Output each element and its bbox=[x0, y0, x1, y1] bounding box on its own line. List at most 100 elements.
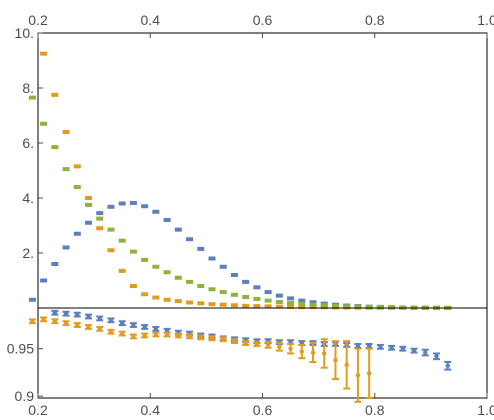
data-point bbox=[174, 227, 182, 232]
bottom-x-tick-label: 0.8 bbox=[365, 402, 385, 418]
top-series-2 bbox=[28, 95, 452, 310]
data-point bbox=[275, 299, 283, 304]
bottom-y-axis: 0.9 0.95 bbox=[7, 341, 43, 404]
bottom-x-tick-label: 0.4 bbox=[141, 402, 161, 418]
top-x-tick-label: 0.6 bbox=[253, 12, 273, 28]
data-point bbox=[187, 334, 192, 339]
data-point bbox=[434, 354, 439, 359]
data-point bbox=[254, 341, 260, 347]
data-point bbox=[186, 237, 194, 242]
data-point bbox=[366, 343, 372, 349]
top-y-tick-label: 2. bbox=[22, 245, 34, 261]
data-point bbox=[96, 211, 104, 216]
data-point bbox=[107, 248, 115, 253]
data-point bbox=[376, 305, 384, 310]
data-point bbox=[163, 270, 171, 275]
data-point bbox=[232, 338, 237, 344]
data-point bbox=[40, 278, 48, 283]
data-point bbox=[108, 318, 114, 323]
data-point bbox=[287, 301, 295, 306]
data-point bbox=[230, 273, 238, 277]
data-point bbox=[365, 304, 373, 309]
data-point bbox=[309, 300, 317, 305]
data-point bbox=[63, 320, 69, 326]
data-point bbox=[355, 373, 361, 378]
data-point bbox=[107, 227, 115, 232]
data-point bbox=[119, 331, 125, 336]
data-point bbox=[52, 319, 58, 324]
data-point bbox=[275, 304, 283, 309]
top-y-axis: 2. 4. 6. 8. 10. bbox=[15, 25, 43, 261]
top-panel-frame bbox=[37, 32, 488, 309]
data-point bbox=[86, 314, 91, 319]
data-point bbox=[141, 292, 149, 297]
data-point bbox=[310, 350, 316, 355]
data-point bbox=[230, 292, 238, 297]
data-point bbox=[85, 202, 93, 207]
data-point bbox=[320, 303, 328, 308]
data-point bbox=[264, 304, 272, 309]
data-point bbox=[51, 262, 59, 266]
data-point bbox=[40, 51, 48, 56]
data-point bbox=[186, 300, 194, 305]
data-point bbox=[275, 293, 283, 298]
data-point bbox=[378, 344, 383, 350]
data-point bbox=[174, 299, 182, 304]
data-point bbox=[85, 220, 93, 225]
data-point bbox=[243, 340, 248, 346]
data-point bbox=[164, 332, 170, 337]
data-point bbox=[242, 303, 250, 308]
data-point bbox=[96, 216, 104, 221]
data-point bbox=[30, 319, 35, 324]
data-point bbox=[28, 95, 36, 100]
data-point bbox=[253, 285, 261, 290]
data-point bbox=[388, 305, 396, 310]
top-panel: 0.2 0.4 0.6 0.8 1.0 2. 4. 6. 8. 10. bbox=[15, 12, 494, 310]
data-point bbox=[299, 349, 304, 354]
data-point bbox=[230, 303, 238, 308]
data-point bbox=[152, 295, 160, 300]
data-point bbox=[219, 290, 227, 295]
data-point bbox=[331, 303, 339, 308]
bottom-y-tick-label: 0.95 bbox=[7, 341, 34, 357]
data-point bbox=[253, 304, 261, 309]
top-series-1 bbox=[40, 51, 452, 310]
data-point bbox=[219, 264, 227, 269]
bottom-panel-frame bbox=[37, 307, 488, 399]
data-point bbox=[219, 302, 227, 307]
data-point bbox=[242, 279, 250, 284]
data-point bbox=[366, 371, 372, 376]
top-x-tick-label: 0.8 bbox=[365, 12, 385, 28]
data-point bbox=[287, 304, 295, 309]
data-point bbox=[40, 121, 48, 126]
top-y-tick-label: 6. bbox=[22, 135, 34, 151]
data-point bbox=[309, 302, 317, 307]
data-point bbox=[253, 296, 261, 301]
data-point bbox=[142, 333, 147, 338]
data-point bbox=[73, 164, 81, 169]
data-point bbox=[118, 268, 126, 273]
data-point bbox=[131, 334, 136, 339]
data-point bbox=[141, 204, 149, 209]
data-point bbox=[309, 305, 317, 310]
top-series-group bbox=[28, 51, 452, 310]
top-x-tick-label: 1.0 bbox=[477, 12, 494, 28]
data-point bbox=[197, 246, 205, 251]
data-point bbox=[298, 305, 306, 310]
data-point bbox=[142, 324, 147, 330]
data-point bbox=[62, 167, 70, 172]
data-point bbox=[400, 346, 406, 351]
data-point bbox=[152, 209, 160, 214]
data-point bbox=[86, 324, 91, 330]
data-point bbox=[277, 344, 282, 350]
data-point bbox=[287, 296, 295, 301]
data-point bbox=[108, 329, 114, 334]
bottom-series-1 bbox=[28, 316, 373, 403]
data-point bbox=[163, 297, 171, 302]
top-x-axis: 0.2 0.4 0.6 0.8 1.0 bbox=[28, 12, 494, 38]
data-point bbox=[41, 317, 46, 322]
data-point bbox=[264, 298, 272, 303]
bottom-panel: 0.2 0.4 0.6 0.8 1.0 0.9 0.95 bbox=[7, 307, 494, 418]
data-point bbox=[118, 238, 126, 243]
data-point bbox=[265, 342, 271, 348]
